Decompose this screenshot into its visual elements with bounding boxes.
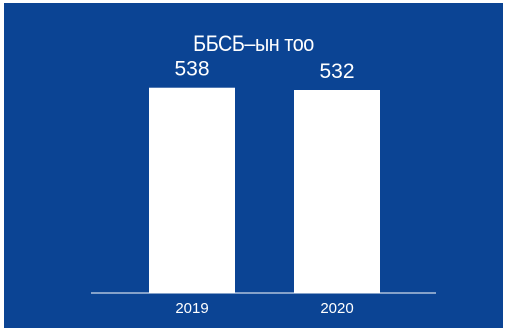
data-label-2019: 538 bbox=[174, 58, 209, 81]
x-tick-label-2019: 2019 bbox=[175, 300, 208, 317]
data-label-2020: 532 bbox=[319, 60, 354, 83]
bar-2020 bbox=[294, 90, 380, 293]
chart-panel: ББСБ–ын тоо 538 2019 532 2020 bbox=[4, 3, 503, 328]
bar-2019 bbox=[149, 87, 235, 293]
chart-title: ББСБ–ын тоо bbox=[193, 31, 314, 56]
bar-chart: 538 2019 532 2020 bbox=[91, 58, 436, 317]
x-tick-label-2020: 2020 bbox=[320, 300, 353, 317]
